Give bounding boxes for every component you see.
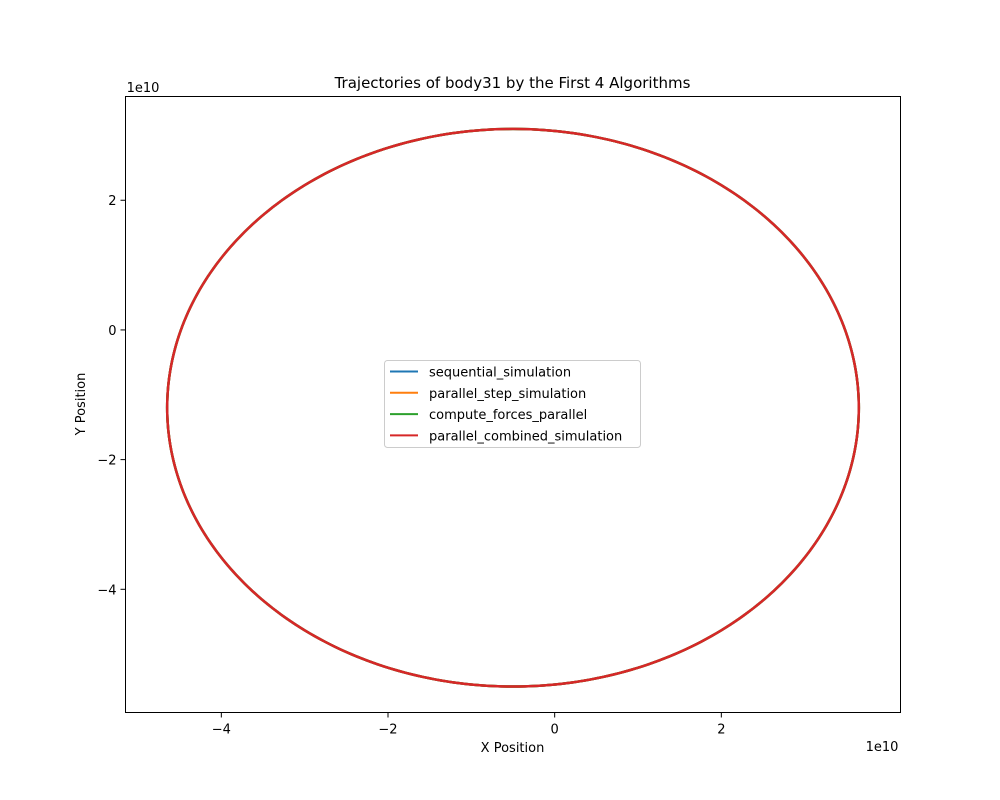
- legend: sequential_simulation parallel_step_simul…: [384, 360, 641, 448]
- y-axis-ticks: −4 −2 0 2: [97, 194, 126, 598]
- x-tick-label: −2: [378, 723, 397, 738]
- series-line-parallel_combined_simulation: [165, 127, 861, 688]
- legend-label: compute_forces_parallel: [429, 408, 587, 423]
- y-offset-label: 1e10: [127, 81, 160, 96]
- x-axis-ticks: −4 −2 0 2: [212, 712, 725, 738]
- chart-title: Trajectories of body31 by the First 4 Al…: [334, 74, 691, 92]
- x-tick-label: −4: [212, 723, 231, 738]
- axes-frame: [125, 96, 901, 713]
- legend-label: sequential_simulation: [429, 366, 571, 381]
- y-axis-label: Y Position: [74, 373, 89, 437]
- legend-box: [384, 360, 641, 448]
- x-offset-label: 1e10: [866, 740, 899, 755]
- x-axis-label: X Position: [481, 741, 545, 756]
- plot-lines: [165, 127, 861, 688]
- y-tick-label: −4: [97, 583, 116, 598]
- y-tick-label: −2: [97, 454, 116, 469]
- y-tick-label: 0: [108, 324, 116, 339]
- x-tick-label: 2: [717, 723, 725, 738]
- legend-label: parallel_combined_simulation: [429, 429, 622, 444]
- x-tick-label: 0: [551, 723, 559, 738]
- y-tick-label: 2: [108, 194, 116, 209]
- legend-label: parallel_step_simulation: [429, 387, 586, 402]
